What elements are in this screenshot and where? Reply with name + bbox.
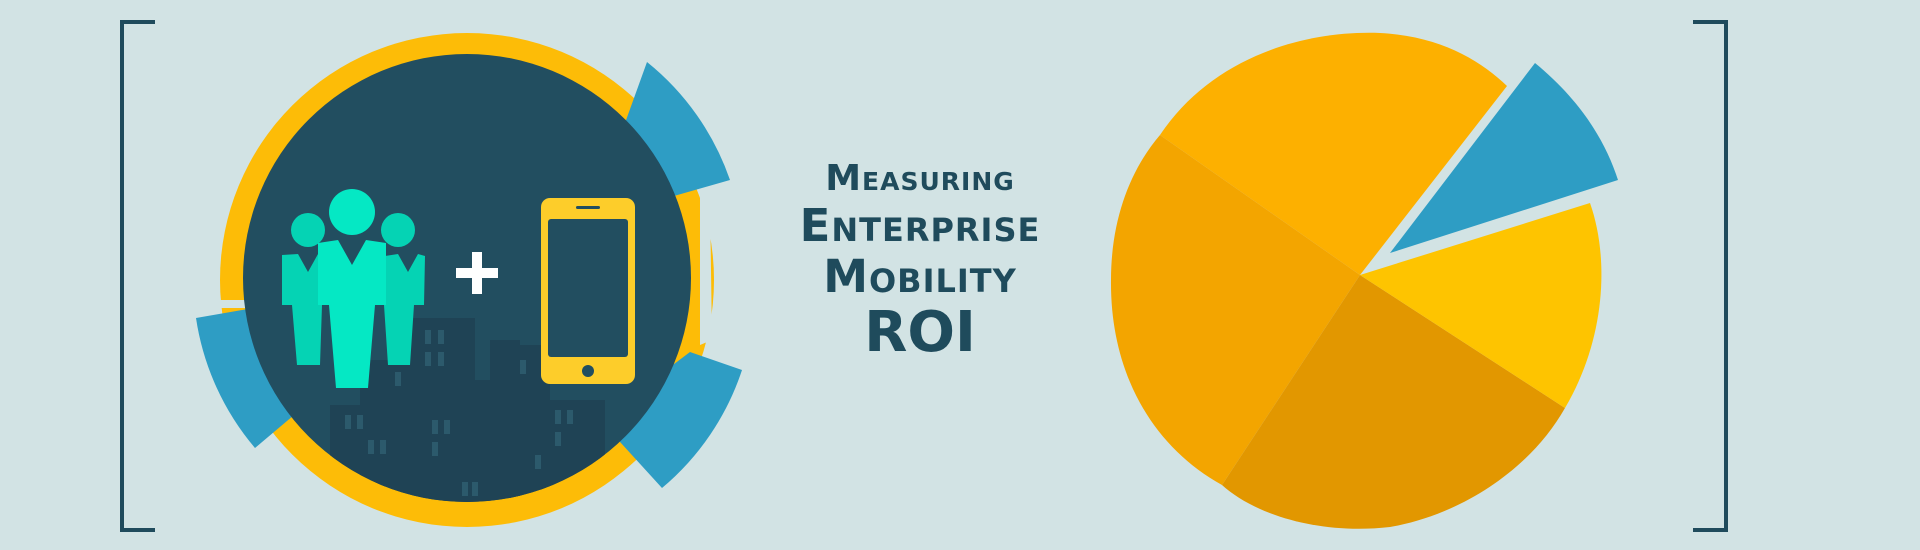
pie-slice-exploded-blue: [1390, 63, 1618, 253]
ring-gap-right: [700, 195, 712, 345]
roi-circle-graphic: [196, 33, 742, 527]
plus-icon: [456, 252, 498, 294]
left-bracket: [120, 20, 155, 532]
pie-chart-icon: [1110, 32, 1618, 529]
pie-slice-top: [1160, 32, 1507, 275]
headline-line-2: Enterprise: [799, 198, 1041, 252]
ring-gap-left: [215, 300, 255, 308]
people-icon: [282, 189, 425, 388]
right-bracket: [1693, 20, 1728, 532]
headline-line-1: Measuring: [825, 158, 1015, 199]
blue-segment-bottom-right: [600, 352, 742, 488]
pie-slice-left: [1110, 135, 1360, 485]
headline: Measuring Enterprise Mobility ROI: [770, 160, 1070, 363]
pie-slice-right: [1360, 203, 1602, 408]
headline-line-3: Mobility: [823, 250, 1017, 304]
smartphone-icon: [541, 198, 635, 384]
headline-line-4: ROI: [864, 300, 976, 366]
pie-slice-bottom: [1222, 275, 1565, 529]
